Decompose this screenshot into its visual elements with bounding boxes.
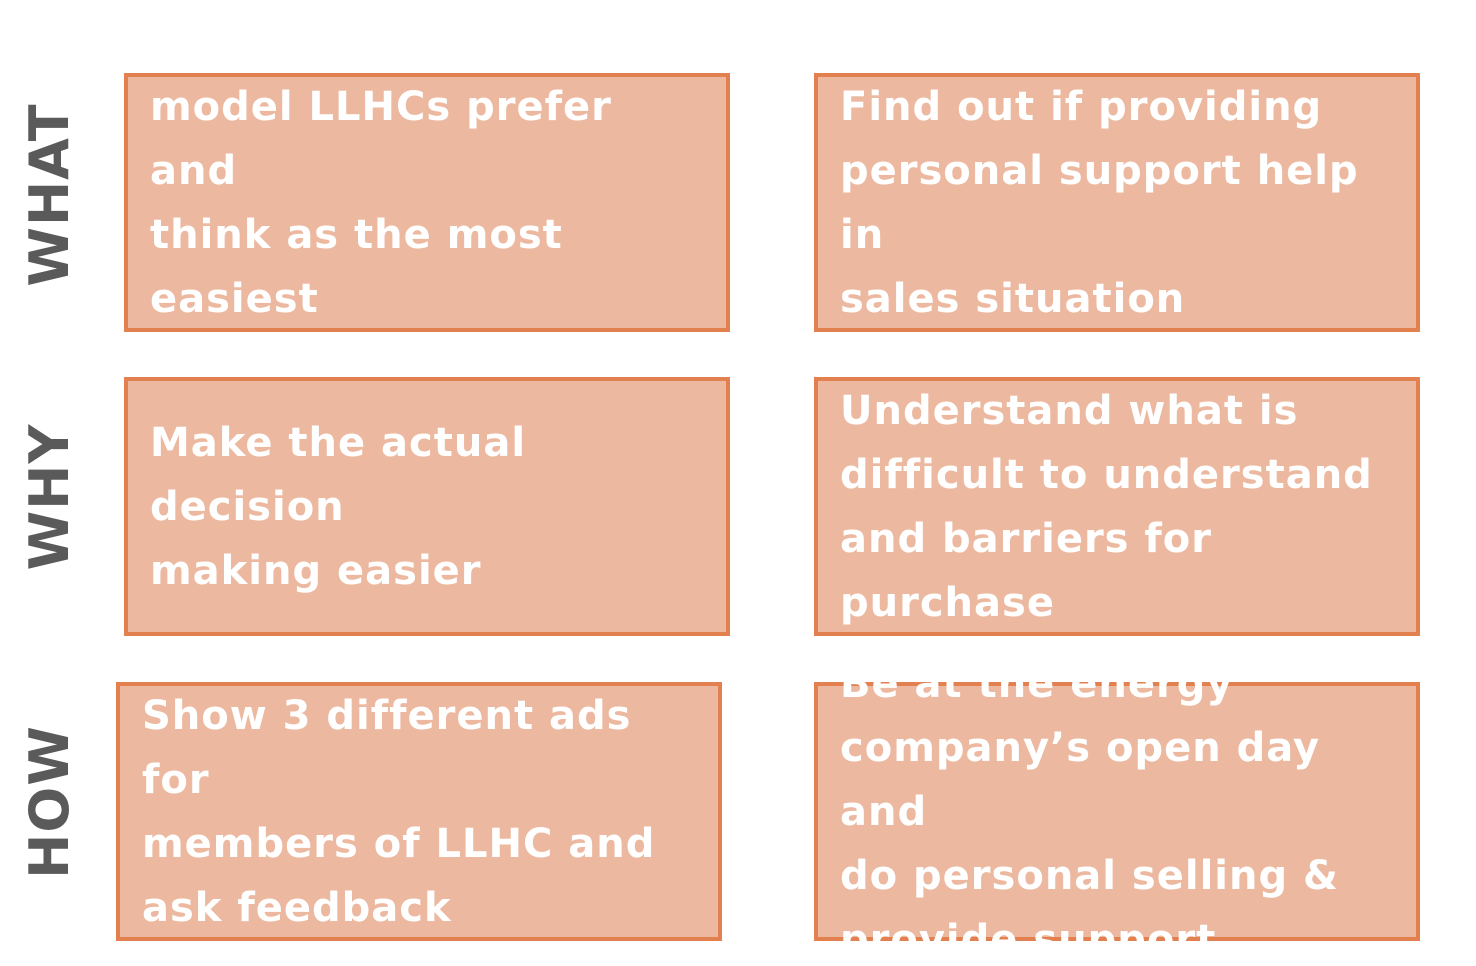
why-right-box: Understand what is difficult to understa… bbox=[814, 377, 1420, 636]
row-label-how: HOW bbox=[18, 725, 81, 879]
row-label-what: WHAT bbox=[18, 103, 81, 287]
what-left-box: Find out what sales model LLHCs prefer a… bbox=[124, 20, 730, 386]
what-left-text: Find out what sales model LLHCs prefer a… bbox=[150, 19, 612, 386]
why-left-box: Make the actual decision making easier bbox=[124, 377, 730, 636]
what-right-box: Find out if providing personal support h… bbox=[814, 73, 1420, 332]
how-left-text: Show 3 different ads for members of LLHC… bbox=[142, 692, 656, 931]
why-right-text: Understand what is difficult to understa… bbox=[840, 387, 1373, 626]
how-right-box: Be at the energy company’s open day and … bbox=[814, 661, 1420, 963]
how-right-text: Be at the energy company’s open day and … bbox=[840, 660, 1339, 963]
how-left-box: Show 3 different ads for members of LLHC… bbox=[116, 682, 722, 941]
why-left-text: Make the actual decision making easier bbox=[150, 419, 527, 594]
what-right-text: Find out if providing personal support h… bbox=[840, 83, 1359, 322]
row-label-why: WHY bbox=[18, 423, 81, 571]
